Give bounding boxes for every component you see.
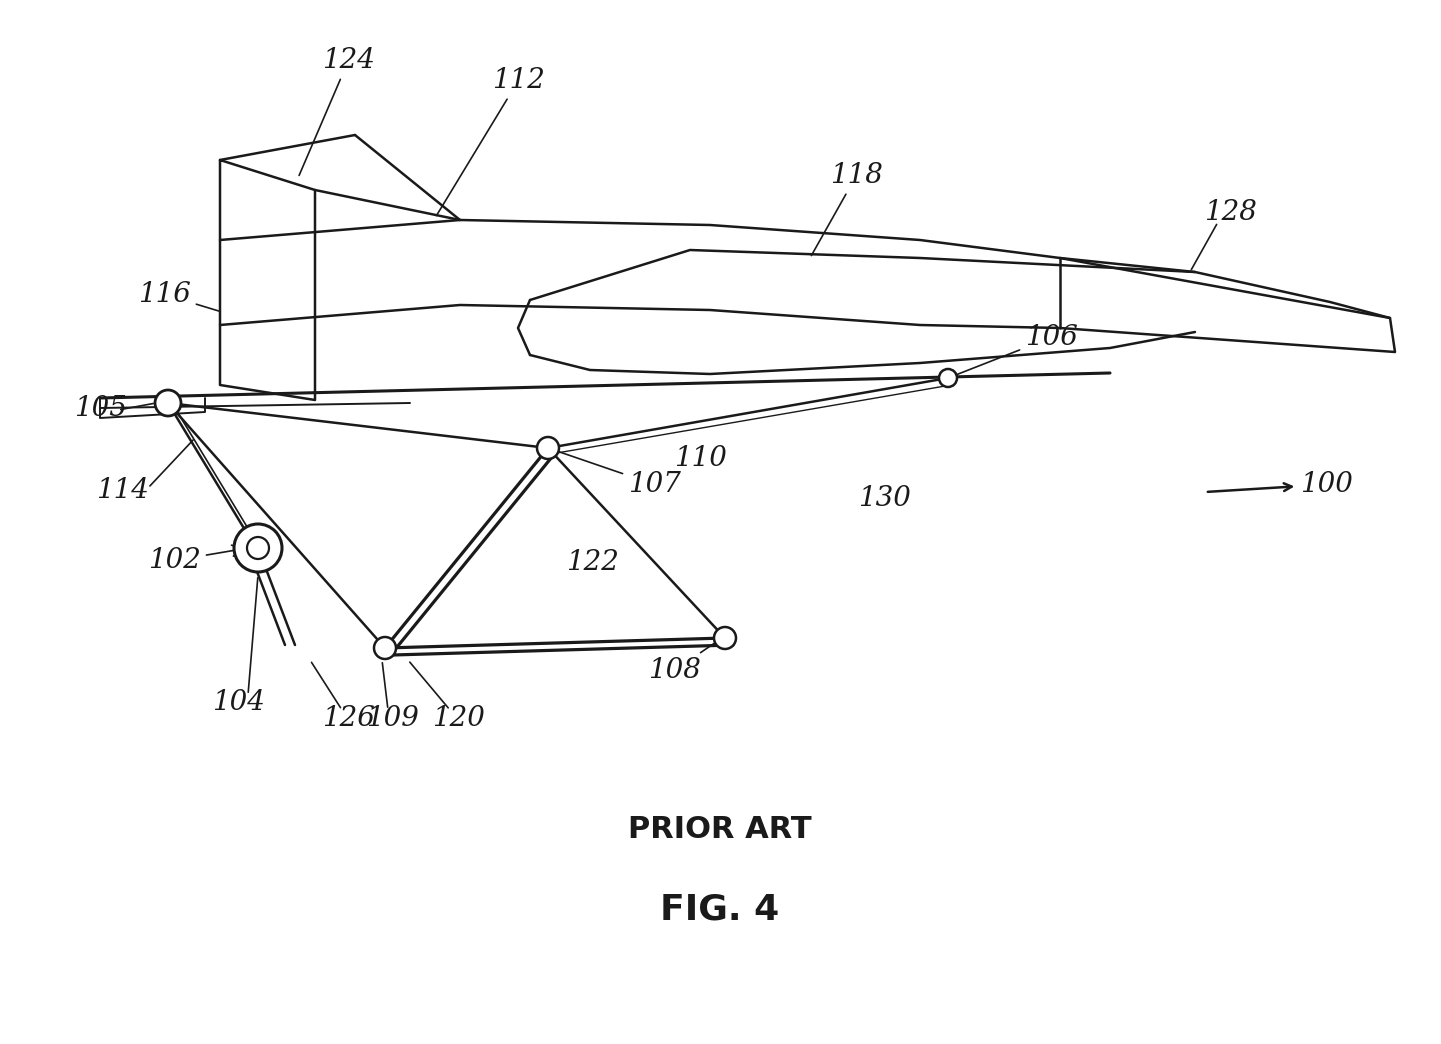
Text: 124: 124: [300, 47, 375, 175]
Circle shape: [156, 390, 182, 416]
Circle shape: [940, 369, 957, 387]
Text: 112: 112: [437, 67, 545, 216]
Text: 106: 106: [951, 324, 1078, 377]
Text: 108: 108: [648, 640, 719, 684]
Text: 126: 126: [321, 705, 375, 732]
Circle shape: [246, 537, 269, 559]
Circle shape: [537, 437, 559, 459]
Circle shape: [375, 637, 396, 659]
Text: 107: 107: [550, 449, 682, 498]
Text: 128: 128: [1203, 198, 1257, 226]
Text: 116: 116: [138, 281, 219, 311]
Text: 120: 120: [431, 705, 484, 732]
Text: 104: 104: [212, 688, 265, 715]
Text: 110: 110: [673, 445, 726, 472]
Text: FIG. 4: FIG. 4: [660, 893, 780, 927]
Text: 118: 118: [811, 162, 883, 256]
Text: 130: 130: [859, 484, 912, 512]
Text: 102: 102: [148, 545, 244, 574]
Text: 122: 122: [565, 548, 618, 575]
Text: PRIOR ART: PRIOR ART: [628, 815, 811, 845]
Text: 105: 105: [73, 395, 127, 422]
Text: 100: 100: [1208, 471, 1353, 498]
Text: 114: 114: [95, 476, 148, 503]
Text: 109: 109: [366, 705, 418, 732]
Circle shape: [233, 524, 282, 572]
Circle shape: [713, 627, 736, 649]
